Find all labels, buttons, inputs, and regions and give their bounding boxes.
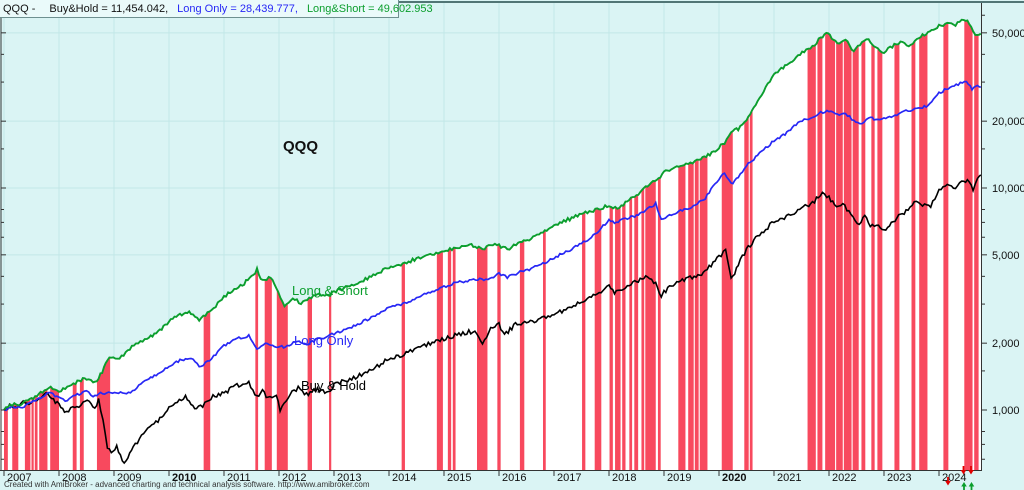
year-tick-label: 2012	[282, 472, 306, 484]
short-period-band	[871, 19, 875, 470]
short-period-band	[694, 19, 699, 470]
chart-title-bar: QQQ - Buy&Hold = 11,454.042, Long Only =…	[0, 0, 433, 18]
buy-arrow-icon	[961, 482, 967, 490]
short-period-band	[688, 19, 694, 470]
sell-arrow-icon	[945, 477, 951, 486]
year-tick-label: 2024	[942, 472, 966, 484]
year-tick-label: 2014	[392, 472, 416, 484]
year-tick-label: 2022	[832, 472, 856, 484]
title-long-only-value: Long Only = 28,439.777,	[177, 2, 298, 15]
year-tick-label: 2008	[62, 472, 86, 484]
year-tick-label: 2010	[172, 472, 196, 484]
year-tick-label: 2019	[667, 472, 691, 484]
title-buy-hold-value: Buy&Hold = 11,454.042,	[49, 2, 169, 15]
year-tick-label: 2011	[227, 472, 251, 484]
short-period-band	[807, 19, 816, 470]
short-period-band	[825, 19, 836, 470]
short-period-band	[615, 19, 621, 470]
title-symbol: QQQ -	[3, 2, 36, 15]
short-period-band	[622, 19, 626, 470]
short-period-band	[641, 19, 645, 470]
year-tick-label: 2017	[557, 472, 581, 484]
price-tick-label: 20,000	[992, 116, 1024, 128]
price-tick-label: 2,000	[992, 338, 1020, 350]
short-period-band	[744, 19, 749, 470]
price-tick-label: 10,000	[992, 183, 1024, 195]
short-period-band	[678, 19, 686, 470]
price-tick-label: 50,000	[992, 28, 1024, 40]
year-tick-label: 2009	[117, 472, 141, 484]
long-only-curve	[3, 80, 982, 412]
short-period-band	[699, 19, 708, 470]
amibroker-credit-text: Created with AmiBroker - advanced charti…	[4, 480, 370, 489]
price-tick-label: 1,000	[992, 405, 1020, 417]
short-period-band	[582, 19, 586, 470]
year-tick-label: 2023	[887, 472, 911, 484]
sell-arrow-icon	[968, 466, 974, 475]
short-period-band	[861, 19, 866, 470]
short-period-band	[629, 19, 633, 470]
short-period-band	[543, 19, 546, 470]
equity-area-fill	[0, 19, 981, 470]
year-tick-label: 2018	[612, 472, 636, 484]
buy-arrow-icon	[968, 482, 975, 490]
buy-hold-curve	[3, 174, 982, 465]
short-period-band	[519, 19, 525, 470]
long-short-curve	[3, 18, 982, 411]
short-period-band	[894, 19, 900, 470]
short-period-band	[843, 19, 852, 470]
long-only-curve-label: Long Only	[294, 333, 354, 348]
short-period-band	[877, 19, 883, 470]
short-period-band	[911, 19, 916, 470]
short-period-band	[657, 19, 661, 470]
short-period-band	[852, 19, 859, 470]
year-tick-label: 2016	[502, 472, 526, 484]
title-long-short-value: Long&Short = 49,602.953	[306, 2, 433, 15]
symbol-label: QQQ	[283, 138, 319, 155]
short-period-band	[836, 19, 843, 470]
short-period-band	[919, 19, 928, 470]
top-border	[0, 1, 1024, 3]
year-tick-label: 2021	[777, 472, 801, 484]
short-period-band	[721, 19, 733, 470]
price-tick-label: 5,000	[992, 250, 1020, 262]
short-period-band	[974, 19, 979, 470]
short-period-band	[964, 19, 973, 470]
short-period-band	[634, 19, 639, 470]
long-short-curve-label: Long & Short	[292, 283, 368, 298]
sell-arrow-icon	[960, 466, 967, 475]
year-tick-label: 2013	[337, 472, 361, 484]
short-period-band	[817, 19, 823, 470]
short-period-band	[594, 19, 602, 470]
buy-hold-curve-label: Buy & Hold	[301, 378, 367, 393]
year-tick-label: 2015	[447, 472, 471, 484]
short-period-band	[943, 19, 949, 470]
short-period-band	[645, 19, 656, 470]
short-period-band	[609, 19, 613, 470]
year-tick-label: 2020	[722, 472, 746, 484]
year-tick-label: 2007	[7, 472, 31, 484]
